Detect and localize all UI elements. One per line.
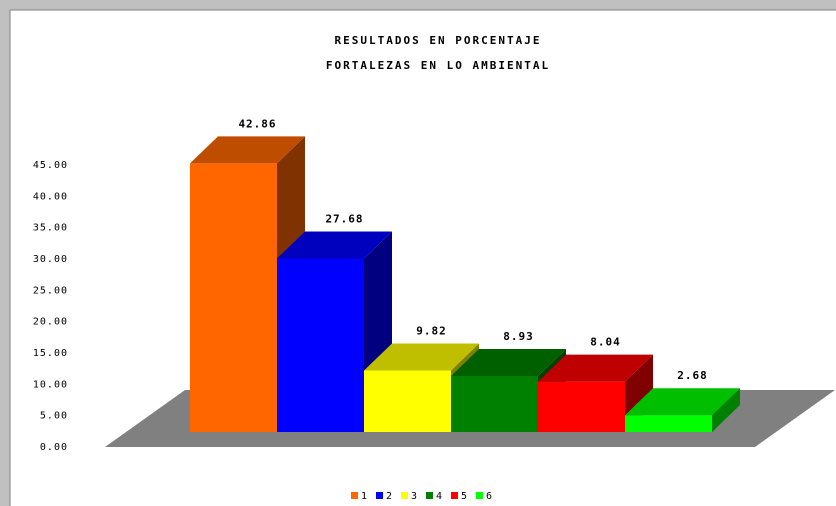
legend-label: 5	[461, 491, 467, 502]
legend-swatch	[426, 492, 433, 499]
data-label: 42.86	[238, 117, 276, 130]
y-tick-label: 20.00	[33, 317, 68, 328]
y-tick-label: 0.00	[40, 442, 68, 453]
bar-front	[277, 258, 364, 432]
bar-top	[190, 136, 305, 164]
y-tick-label: 25.00	[33, 285, 68, 296]
y-tick-label: 30.00	[33, 254, 68, 265]
chart-title: RESULTADOS EN PORCENTAJE	[335, 34, 542, 47]
y-tick-label: 35.00	[33, 223, 68, 234]
bar-front	[364, 370, 451, 432]
data-label: 9.82	[416, 324, 447, 337]
bar-side	[712, 388, 740, 432]
data-label: 8.93	[503, 330, 534, 343]
bar-top	[625, 388, 740, 416]
legend-swatch	[351, 492, 358, 499]
legend-label: 4	[436, 491, 442, 502]
data-label: 2.68	[677, 369, 708, 382]
bar-top	[364, 343, 479, 371]
data-label: 8.04	[590, 336, 621, 349]
bar-front	[538, 381, 625, 432]
y-tick-label: 15.00	[33, 348, 68, 359]
frame-left	[0, 0, 10, 506]
legend-swatch	[476, 492, 483, 499]
bar-front	[451, 376, 538, 432]
frame-top	[0, 0, 836, 10]
y-tick-label: 40.00	[33, 191, 68, 202]
y-tick-label: 10.00	[33, 379, 68, 390]
legend-label: 2	[386, 491, 392, 502]
chart-subtitle: FORTALEZAS EN LO AMBIENTAL	[326, 59, 550, 72]
y-tick-label: 45.00	[33, 160, 68, 171]
bar	[625, 388, 740, 432]
legend-label: 1	[361, 491, 367, 502]
bar-top	[451, 349, 566, 377]
bar-top	[538, 354, 653, 382]
bar-top	[277, 231, 392, 259]
bar-front	[190, 163, 277, 433]
legend-swatch	[376, 492, 383, 499]
legend-swatch	[401, 492, 408, 499]
y-tick-label: 5.00	[40, 411, 68, 422]
data-label: 27.68	[325, 213, 363, 226]
legend-label: 6	[486, 491, 492, 502]
legend-swatch	[451, 492, 458, 499]
bar	[538, 354, 653, 432]
bar-front	[625, 415, 712, 432]
legend-label: 3	[411, 491, 417, 502]
